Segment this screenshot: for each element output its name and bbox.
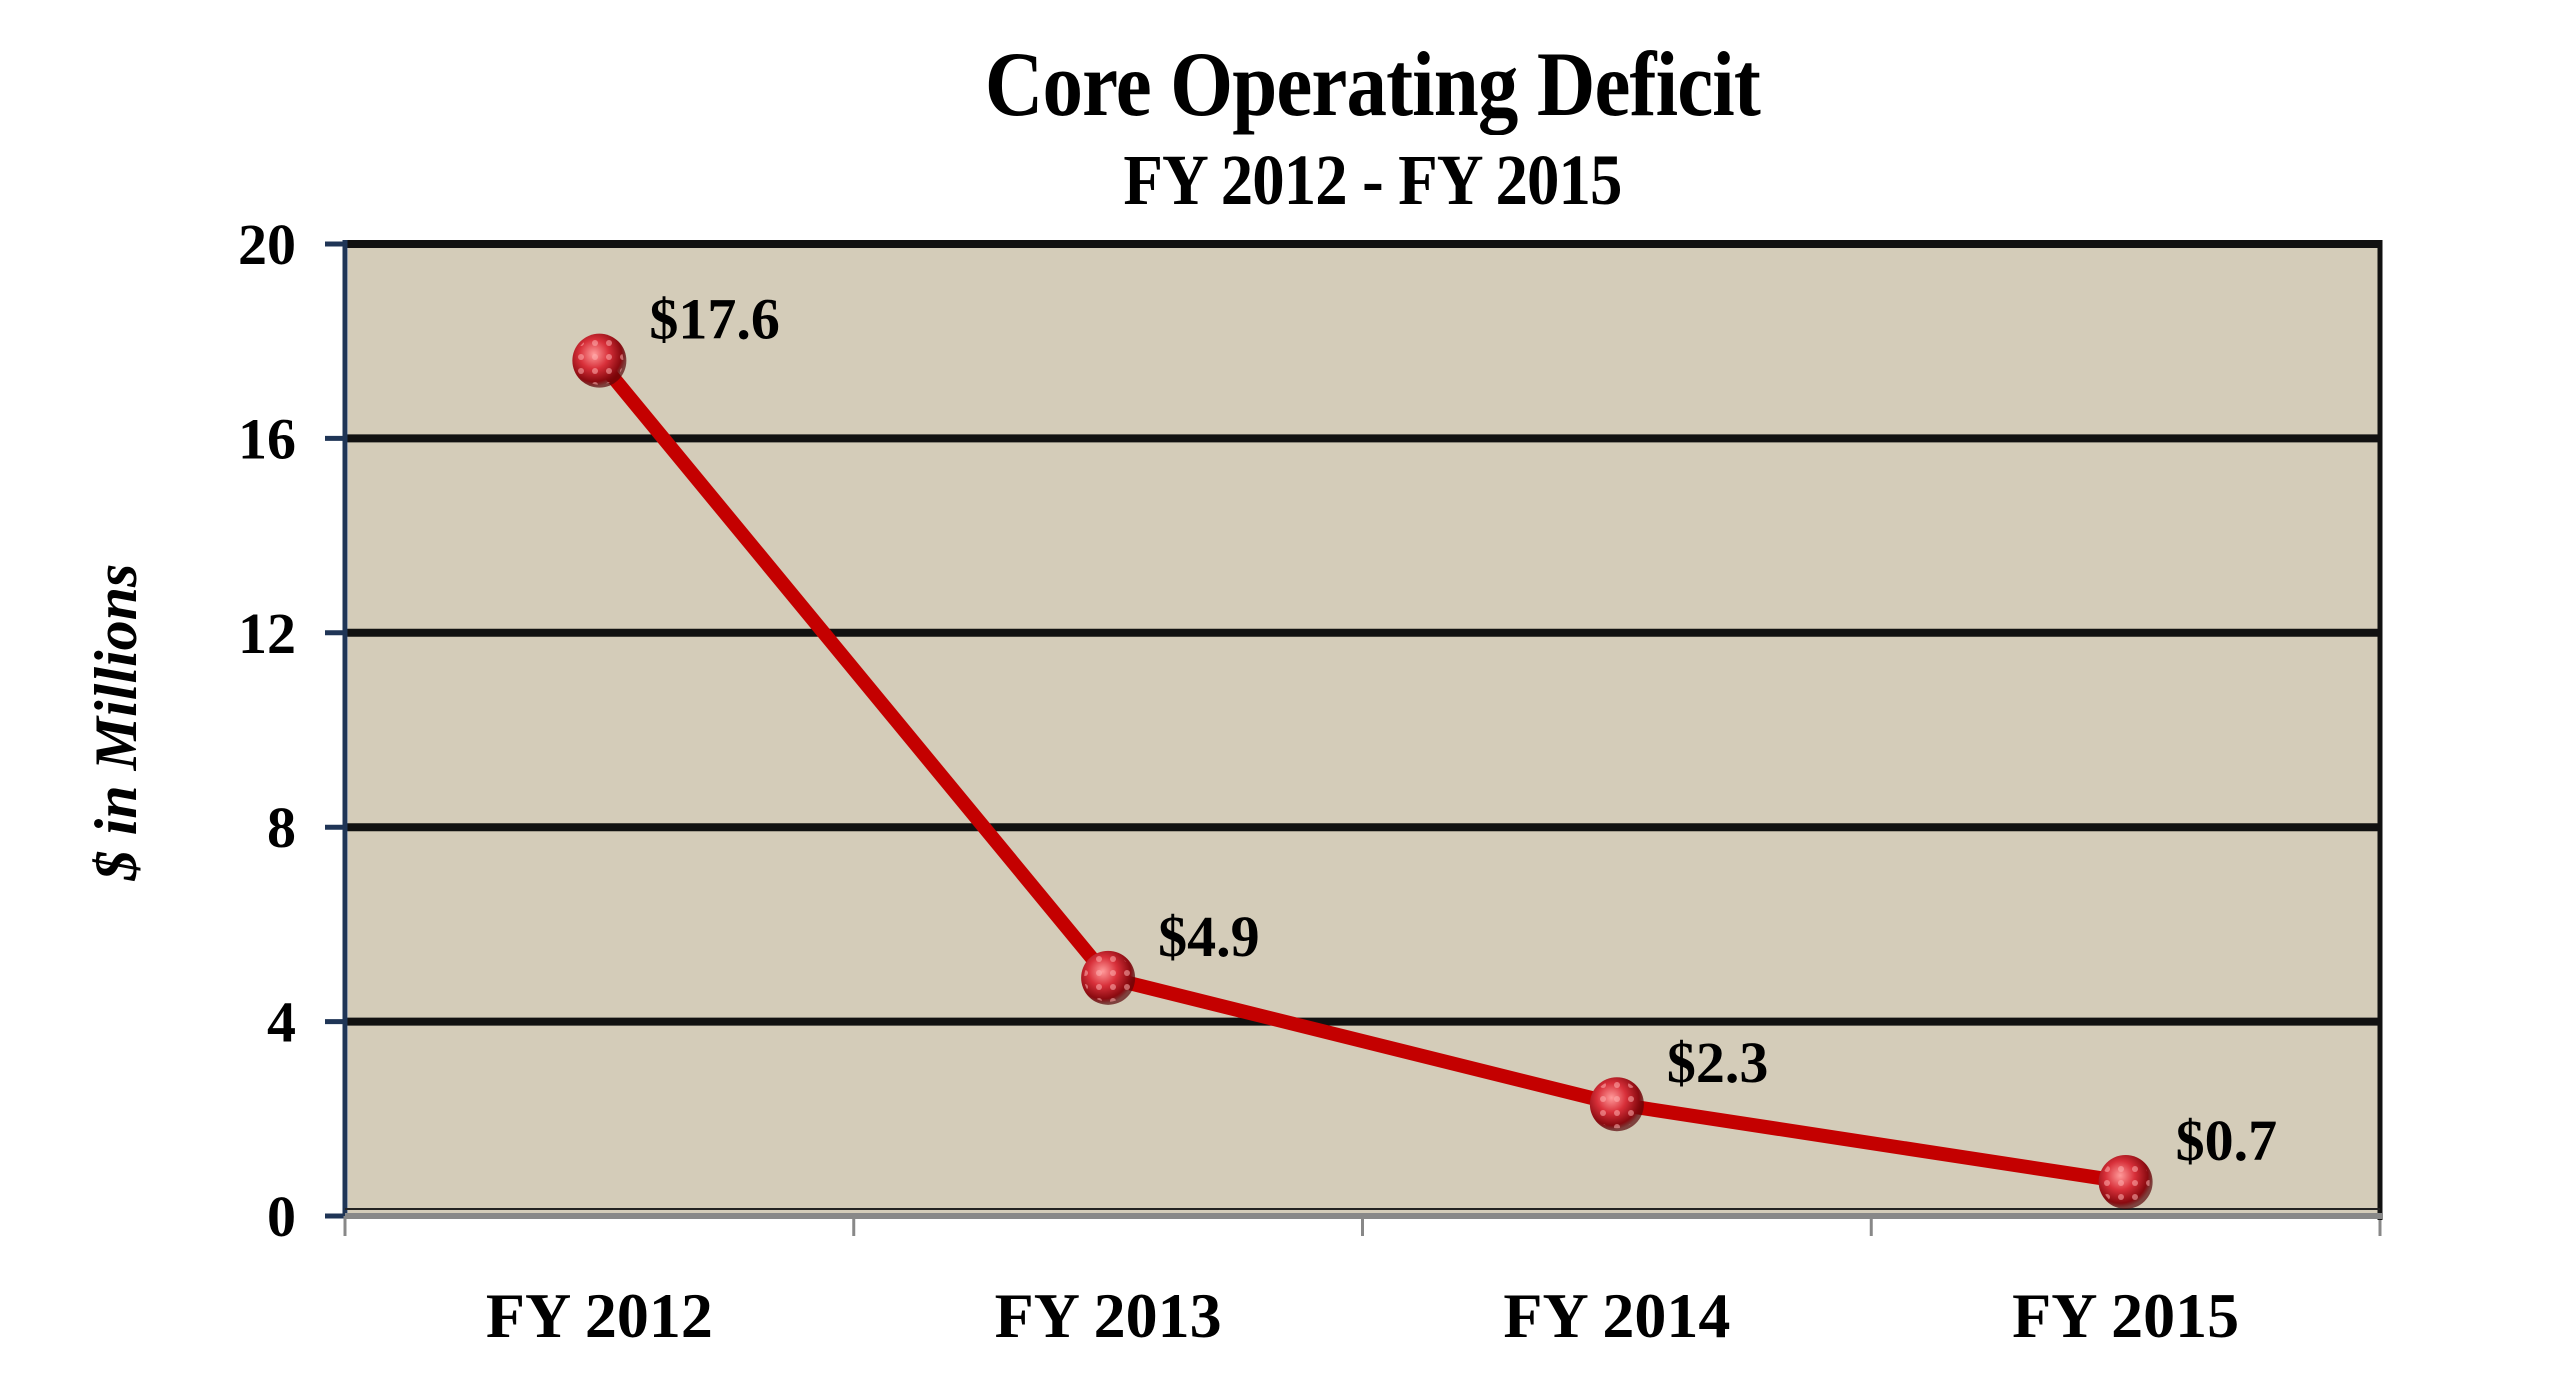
plot-area: [348, 244, 2380, 1216]
data-markers: [572, 333, 2153, 1209]
data-point-marker: [2098, 1154, 2153, 1209]
y-tick-label: 20: [238, 212, 296, 277]
y-tick-label: 4: [267, 990, 296, 1055]
y-tick-label: 12: [238, 601, 296, 666]
x-tick-label: FY 2014: [1503, 1280, 1730, 1351]
series-line: [592, 353, 2133, 1189]
x-axis: FY 2012 FY 2013 FY 2014 FY 2015: [343, 1216, 2382, 1351]
data-point-marker: [1081, 950, 1136, 1005]
plot-background: [348, 244, 2380, 1216]
chart-subtitle: FY 2012 - FY 2015: [1123, 140, 1622, 220]
deficit-line: [592, 353, 2133, 1189]
y-tick-label: 8: [267, 795, 296, 860]
data-labels: $17.6 $4.9 $2.3 $0.7: [649, 287, 2277, 1173]
x-tick-label: FY 2013: [995, 1280, 1222, 1351]
x-tick-label: FY 2012: [486, 1280, 713, 1351]
gridlines: [345, 240, 2382, 1026]
y-axis: 0 4 8 12 16 20: [238, 212, 348, 1249]
data-point-marker: [572, 333, 627, 388]
data-point-marker: [1589, 1077, 1644, 1132]
x-tick-label: FY 2015: [2012, 1280, 2239, 1351]
data-label: $17.6: [649, 287, 780, 352]
data-label: $4.9: [1158, 904, 1260, 969]
y-axis-title: $ in Millions: [83, 564, 149, 882]
data-label: $0.7: [2176, 1108, 2278, 1173]
data-label: $2.3: [1667, 1030, 1769, 1095]
y-tick-label: 16: [238, 406, 296, 471]
chart-title: Core Operating Deficit: [984, 33, 1761, 135]
y-tick-label: 0: [267, 1184, 296, 1249]
